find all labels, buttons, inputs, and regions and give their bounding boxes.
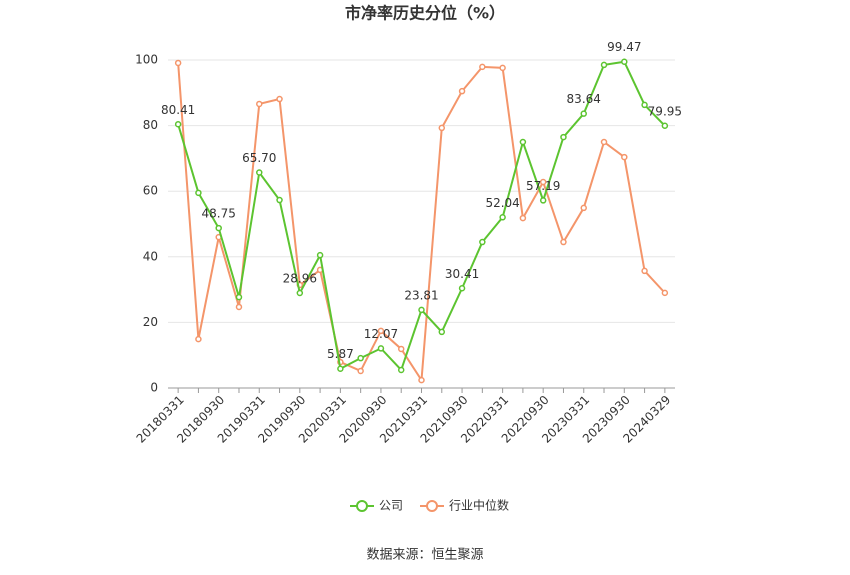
legend-label: 公司 (379, 499, 403, 513)
point (560, 238, 567, 246)
point (337, 365, 344, 372)
data-label: 80.41 (161, 103, 195, 117)
point (377, 327, 385, 335)
y-tick-label: 40 (143, 249, 158, 263)
point (438, 328, 446, 336)
point (539, 178, 547, 186)
data-label: 12.07 (364, 327, 398, 341)
point (479, 238, 486, 246)
point (377, 345, 385, 352)
y-tick-label: 60 (143, 184, 158, 198)
point (641, 101, 648, 109)
point (418, 376, 425, 384)
point (519, 214, 527, 222)
legend-marker (426, 500, 438, 512)
point (580, 110, 587, 117)
point (458, 87, 466, 95)
point (600, 61, 608, 69)
point (539, 197, 547, 204)
point (296, 289, 304, 297)
point (174, 59, 182, 67)
point (397, 366, 405, 374)
data-label: 79.95 (648, 104, 682, 118)
data-label: 83.64 (567, 92, 601, 106)
point (479, 63, 486, 71)
data-label: 52.04 (485, 196, 519, 210)
point (458, 285, 466, 292)
point (316, 251, 324, 259)
point (235, 303, 243, 311)
point (661, 122, 669, 130)
point (621, 153, 628, 161)
y-tick-label: 0 (150, 381, 158, 395)
legend-label: 行业中位数 (449, 498, 509, 513)
point (641, 267, 648, 275)
data-label: 28.96 (283, 272, 317, 286)
data-label: 5.87 (327, 347, 354, 361)
point (276, 196, 283, 204)
y-tick-label: 20 (143, 315, 158, 329)
data-label: 23.81 (404, 288, 438, 302)
point (499, 64, 506, 72)
point (357, 367, 364, 375)
point (276, 95, 283, 103)
point (499, 214, 506, 221)
point (174, 121, 182, 128)
point (256, 100, 263, 108)
y-tick-label: 100 (135, 53, 158, 67)
data-label: 99.47 (607, 40, 641, 54)
point (418, 306, 425, 314)
point (438, 124, 446, 132)
point (560, 133, 567, 141)
y-tick-label: 80 (143, 118, 158, 132)
point (195, 189, 202, 197)
point (256, 169, 263, 176)
point (661, 289, 669, 297)
line (177, 60, 666, 372)
data-label: 30.41 (445, 267, 479, 281)
point (235, 293, 243, 301)
point (621, 58, 628, 65)
point (519, 138, 527, 146)
point (580, 204, 587, 212)
point (357, 354, 364, 362)
point (600, 138, 608, 146)
data-label: 57.19 (526, 179, 560, 193)
point (195, 335, 202, 343)
data-label: 48.75 (202, 207, 236, 221)
source: 数据来源：恒生聚源 (366, 548, 483, 563)
point (215, 224, 222, 232)
point (397, 345, 405, 353)
chart-title: 市净率历史分位（%） (345, 4, 505, 23)
data-label: 65.70 (242, 151, 276, 165)
legend-marker (356, 500, 368, 512)
